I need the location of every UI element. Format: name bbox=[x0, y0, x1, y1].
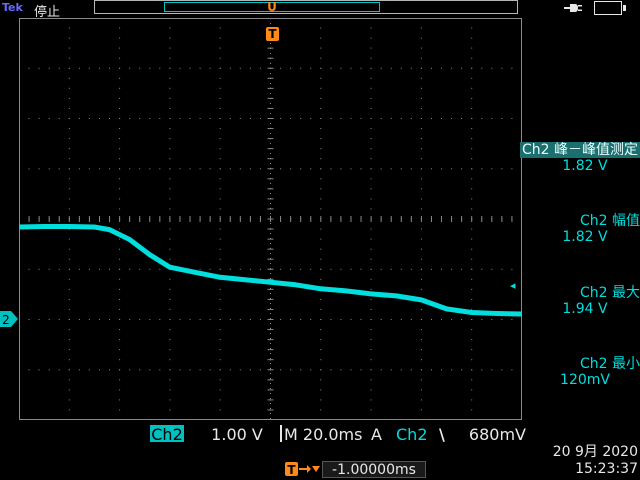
ch2-waveform bbox=[19, 224, 522, 317]
measurement-value: 1.82 V bbox=[562, 229, 608, 245]
measurement-value: 1.94 V bbox=[562, 301, 608, 317]
status-divider bbox=[280, 425, 282, 442]
measurement-label: Ch2 幅值 bbox=[579, 213, 640, 229]
center-axis-ticks bbox=[19, 18, 522, 420]
measurement-maximum[interactable]: Ch2 最大 1.94 V bbox=[490, 285, 640, 317]
measurement-value: 120mV bbox=[560, 372, 610, 388]
measurement-peak-to-peak[interactable]: Ch2 峰－峰值测定 1.82 V bbox=[490, 142, 640, 174]
trigger-level-marker[interactable]: ◂ bbox=[510, 279, 516, 292]
measurement-label: Ch2 最小 bbox=[579, 356, 640, 372]
falling-edge-icon: \ bbox=[439, 425, 445, 444]
graticule bbox=[19, 18, 522, 420]
svg-text:2: 2 bbox=[2, 313, 10, 327]
brand-logo: Tek bbox=[2, 1, 23, 14]
svg-text:T: T bbox=[287, 463, 296, 477]
measurement-label: Ch2 峰－峰值测定 bbox=[519, 142, 640, 158]
date-readout: 20 9月 2020 bbox=[552, 444, 638, 460]
record-length-bar bbox=[94, 0, 518, 14]
timebase-readout[interactable]: M 20.0ms bbox=[284, 425, 363, 444]
acquisition-state: 停止 bbox=[34, 5, 61, 20]
trigger-position-marker[interactable]: U bbox=[267, 0, 277, 14]
ch2-ground-marker[interactable]: 2 bbox=[0, 311, 18, 327]
trigger-level-readout[interactable]: 680mV bbox=[468, 425, 526, 444]
trigger-mode[interactable]: A bbox=[371, 425, 382, 444]
time-readout: 15:23:37 bbox=[575, 461, 638, 477]
trigger-offset-icon: T bbox=[285, 462, 320, 477]
ch2-volts-per-div[interactable]: 1.00 V bbox=[211, 425, 263, 444]
measurement-label: Ch2 最大 bbox=[579, 285, 640, 301]
trigger-source[interactable]: Ch2 bbox=[396, 425, 428, 444]
record-view-window bbox=[164, 2, 380, 12]
ch2-badge[interactable]: Ch2 bbox=[150, 425, 184, 444]
measurement-amplitude[interactable]: Ch2 幅值 1.82 V bbox=[490, 213, 640, 245]
measurement-value: 1.82 V bbox=[562, 158, 608, 174]
battery-icon bbox=[594, 1, 626, 15]
measurement-minimum[interactable]: Ch2 最小 120mV bbox=[490, 356, 640, 388]
plug-icon bbox=[564, 4, 582, 12]
trigger-offset-readout[interactable]: -1.00000ms bbox=[322, 461, 426, 478]
trigger-point-marker[interactable]: T bbox=[266, 27, 279, 41]
